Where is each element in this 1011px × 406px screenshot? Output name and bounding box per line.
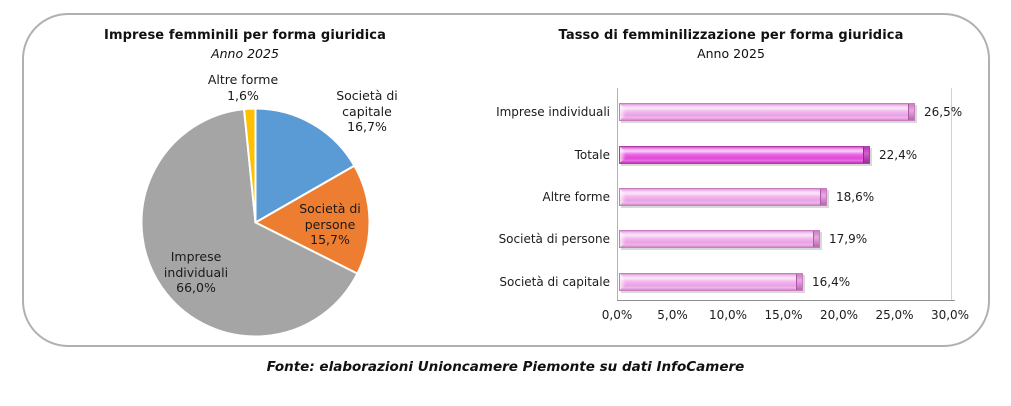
- pie-label-societa-di-persone: Società di persone 15,7%: [299, 201, 361, 247]
- x-axis-tick: 0,0%: [601, 308, 633, 322]
- pie-slice-societa-di-capitale: [254, 107, 356, 224]
- bar-value-label: 16,4%: [812, 274, 851, 289]
- bar-normal: [619, 272, 803, 291]
- footer-source: Fonte: elaborazioni Unioncamere Piemonte…: [266, 359, 745, 375]
- bar-value-label: 17,9%: [829, 232, 868, 247]
- bar-row: Totale 22,4%: [0, 145, 1011, 166]
- pie-slice-societa-di-persone: [254, 164, 371, 275]
- x-axis-tick: 15,0%: [764, 308, 803, 322]
- bar-category-label: Società di persone: [498, 232, 610, 247]
- pie-chart-title: Imprese femminili per forma giuridica: [104, 28, 386, 43]
- bar-chart-x-axis-line: [617, 300, 955, 301]
- pie-label-societa-di-capitale: Società di capitale 16,7%: [336, 88, 398, 134]
- x-axis-tick: 30,0%: [930, 308, 970, 322]
- bar-normal: [619, 188, 827, 206]
- pie-slice-imprese-individuali: [140, 108, 359, 338]
- x-axis-tick: 25,0%: [875, 308, 914, 322]
- bar-value-label: 18,6%: [836, 190, 875, 204]
- bar-chart-title: Tasso di femminilizzazione per forma giu…: [558, 28, 904, 43]
- bar-highlighted: [619, 145, 870, 164]
- pie-svg: [140, 107, 371, 338]
- bar-category-label: Imprese individuali: [496, 105, 610, 120]
- x-axis-tick: 10,0%: [708, 308, 748, 322]
- pie-slice-altre-forme: [243, 107, 257, 224]
- pie-label-altre-forme: Altre forme 1,6%: [207, 72, 279, 103]
- pie-label-imprese-individuali: Imprese individuali 66,0%: [163, 249, 229, 295]
- bar-category-label: Altre forme: [542, 190, 610, 204]
- bar-chart-subtitle: Anno 2025: [697, 46, 765, 61]
- bar-normal: [619, 103, 915, 122]
- bar-row: Imprese individuali 26,5%: [0, 102, 1011, 123]
- bar-value-label: 26,5%: [924, 105, 963, 120]
- bar-chart-y-axis-line: [617, 88, 618, 300]
- x-axis-tick: 20,0%: [819, 308, 859, 322]
- bar-category-label: Totale: [574, 147, 610, 162]
- bar-normal: [619, 230, 820, 249]
- bar-row: Società di capitale 16,4%: [0, 272, 1011, 293]
- pie-chart-subtitle: Anno 2025: [211, 46, 279, 61]
- bar-value-label: 22,4%: [879, 147, 918, 162]
- bar-row: Società di persone 17,9%: [0, 229, 1011, 250]
- bar-category-label: Società di capitale: [499, 274, 610, 289]
- bar-chart-gridline-30pct: [951, 88, 952, 300]
- bar-row: Altre forme 18,6%: [0, 187, 1011, 208]
- x-axis-tick: 5,0%: [657, 308, 688, 322]
